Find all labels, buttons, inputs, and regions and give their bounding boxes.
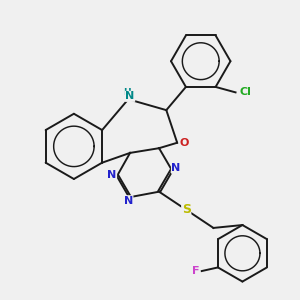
Text: N: N [107,170,117,180]
Text: Cl: Cl [239,87,251,98]
Text: H: H [123,88,130,97]
Text: O: O [179,138,188,148]
Text: S: S [182,203,191,216]
Text: N: N [124,196,133,206]
Text: N: N [172,163,181,173]
Text: F: F [192,266,200,276]
Text: N: N [125,92,135,101]
